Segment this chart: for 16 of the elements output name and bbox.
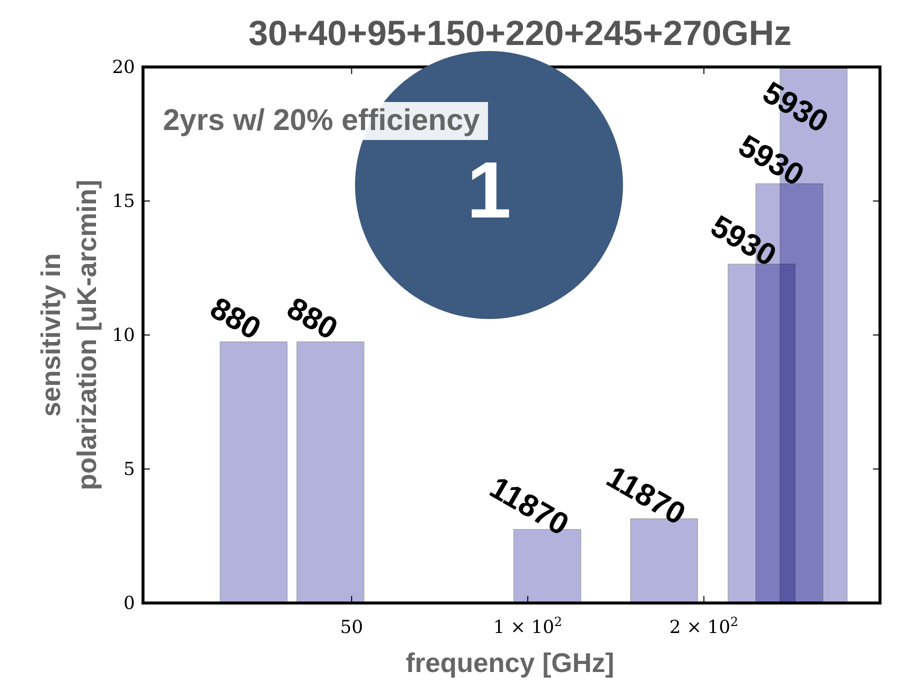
y-tick-label: 5 xyxy=(124,458,135,480)
annotation: 880 xyxy=(281,290,344,346)
y-tick-label: 20 xyxy=(112,56,135,78)
y-axis-title: sensitivity in polarization [uK-arcmin] xyxy=(36,180,102,490)
y-tick-label: 15 xyxy=(112,190,135,212)
x-tick-label: 1 × 10$^{2}$ xyxy=(493,614,562,638)
y-tick-label: 0 xyxy=(124,592,135,614)
y-tick-label: 10 xyxy=(112,324,135,346)
x-axis-title: frequency [GHz] xyxy=(406,648,614,678)
annotation: 2yrs w/ 20% efficiency xyxy=(163,104,480,137)
annotation: 880 xyxy=(204,290,267,346)
annotation: 5930 xyxy=(704,208,782,274)
x-tick-label: 50 xyxy=(340,617,364,638)
x-tick-label: 2 × 10$^{2}$ xyxy=(669,614,738,638)
annotation: 1 xyxy=(466,146,512,234)
chart-title: 30+40+95+150+220+245+270GHz xyxy=(248,14,792,53)
